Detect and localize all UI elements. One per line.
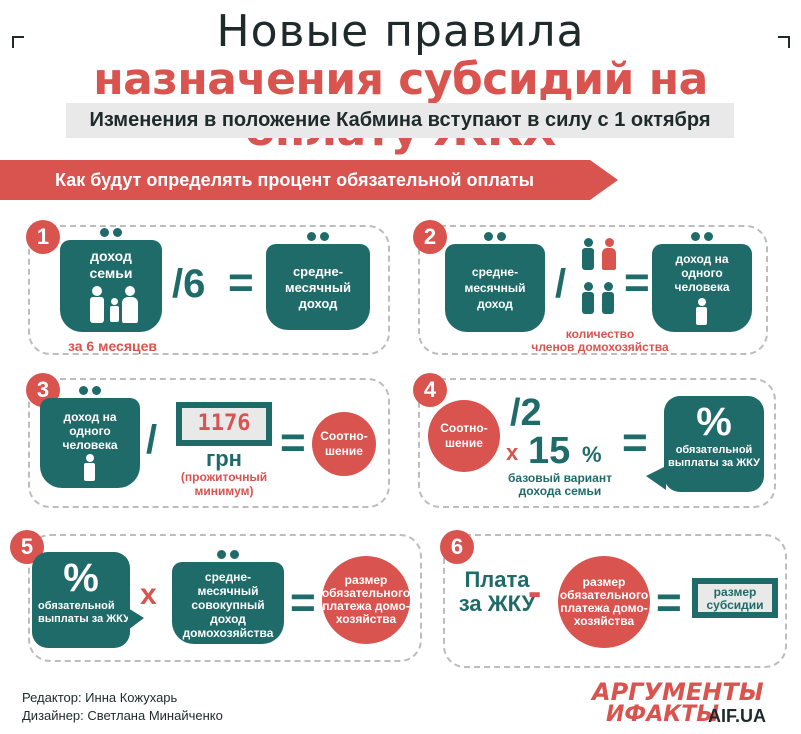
step4-number: 4 — [413, 373, 447, 407]
step4-bubble-text: обязательной выплаты за ЖКУ — [667, 444, 760, 469]
step3-banknote-value: 1176 — [180, 406, 268, 442]
woman-icon — [122, 286, 138, 323]
step1-number: 1 — [26, 220, 60, 254]
step3-divide: / — [146, 418, 158, 462]
step5-percent-bubble: % обязательной выплаты за ЖКУ — [32, 552, 130, 648]
step1-equals: = — [228, 258, 254, 307]
step5-multiply: x — [140, 578, 157, 611]
step3-ratio-circle: Соотно-шение — [312, 412, 376, 476]
step1-divide: /6 — [172, 262, 206, 306]
step3-currency: грн — [206, 446, 242, 471]
bubble-tail — [646, 466, 666, 490]
purse-clasp-icon — [307, 232, 329, 246]
step4-divide: /2 — [510, 392, 542, 434]
step4-ratio-circle: Соотно-шение — [428, 400, 500, 472]
step1-purse-right-label: средне-месячный доход — [285, 264, 351, 311]
step6-box — [443, 534, 787, 668]
purse-clasp-icon — [100, 228, 122, 242]
family-icon — [90, 286, 104, 323]
step2-purse-avg: средне-месячный доход — [445, 232, 545, 332]
step5-box — [28, 534, 422, 662]
step3-purse-label: доход на одного человека — [62, 410, 118, 452]
step2-note-line2: членов домохозяйства — [531, 340, 669, 354]
step6-banknote: размер субсидии — [692, 578, 778, 618]
title-bracket-right — [778, 36, 790, 48]
step6-payment-circle: размер обязательного платежа домо-хозяйс… — [558, 556, 650, 648]
step4-equals: = — [622, 418, 648, 467]
credits-editor: Редактор: Инна Кожухарь — [22, 690, 178, 705]
step6-banknote-label: размер субсидии — [696, 582, 774, 614]
person-icon — [696, 298, 707, 325]
step5-purse-income: средне-месячный совокупный доход домохоз… — [172, 550, 284, 644]
step4-note-line1: базовый вариант — [508, 471, 612, 485]
step5-purse-label: средне-месячный совокупный доход домохоз… — [182, 570, 274, 640]
step6-equals: = — [656, 578, 682, 627]
step4-multiply: x — [506, 440, 519, 465]
percent-icon: % — [63, 556, 99, 600]
credits-designer: Дизайнер: Светлана Минайченко — [22, 708, 223, 723]
step2-note: количество членов домохозяйства — [520, 328, 680, 354]
step4-percent-value: 15 — [528, 430, 571, 472]
purse-clasp-icon — [691, 232, 713, 246]
step3-banknote: 1176 — [176, 402, 272, 446]
step2-box — [418, 225, 768, 355]
step1-purse-avg: средне-месячный доход — [266, 232, 370, 330]
title-line1: Новые правила — [216, 6, 585, 57]
step2-purse-right-label: доход на одного человека — [674, 252, 730, 294]
subtitle: Изменения в положение Кабмина вступают в… — [66, 103, 734, 138]
section-header: Как будут определять процент обязательно… — [0, 160, 618, 200]
step4-percent-sign: % — [582, 442, 602, 467]
step2-number: 2 — [413, 220, 447, 254]
step5-equals: = — [290, 578, 316, 627]
person-icon — [84, 454, 95, 481]
step2-note-line1: количество — [565, 327, 635, 341]
step1-purse-label: доход семьи — [89, 248, 133, 281]
step1-purse-income: доход семьи — [60, 228, 162, 332]
step1-note: за 6 месяцев — [67, 338, 158, 354]
step6-text: Плата за ЖКУ — [458, 567, 536, 616]
step5-bubble-text: обязательной выплаты за ЖКУ — [38, 600, 131, 625]
step4-note-line2: дохода семьи — [518, 484, 602, 498]
step3-box — [28, 378, 390, 508]
step5-payment-circle: размер обязательного платежа домо-хозяйс… — [322, 556, 410, 644]
step2-divide: / — [555, 262, 567, 306]
step3-purse-per-person: доход на одного человека — [40, 386, 140, 488]
step4-note: базовый вариант дохода семьи — [505, 472, 615, 498]
step2-purse-per-person: доход на одного человека — [652, 232, 752, 332]
purse-clasp-icon — [484, 232, 506, 246]
child-icon — [110, 298, 119, 322]
step3-equals: = — [280, 418, 306, 467]
logo-line1: АРГУМЕНТЫ — [592, 678, 764, 706]
purse-clasp-icon — [217, 550, 239, 564]
step6-number: 6 — [440, 530, 474, 564]
step1-box — [28, 225, 390, 355]
step6-minus: - — [528, 570, 542, 614]
step2-equals: = — [624, 258, 650, 307]
household-members-icon — [580, 238, 620, 318]
step4-box — [418, 378, 776, 508]
logo-site: AIF.UA — [708, 706, 766, 726]
logo-line2: ИФАКТЫ — [606, 702, 720, 727]
title-bracket-left — [12, 36, 24, 48]
purse-clasp-icon — [79, 386, 101, 400]
step3-note: (прожиточный минимум) — [180, 470, 268, 498]
percent-icon: % — [696, 400, 732, 444]
step4-percent-bubble: % обязательной выплаты за ЖКУ — [664, 396, 764, 492]
bubble-tail — [128, 608, 144, 630]
step2-purse-left-label: средне-месячный доход — [464, 265, 526, 311]
